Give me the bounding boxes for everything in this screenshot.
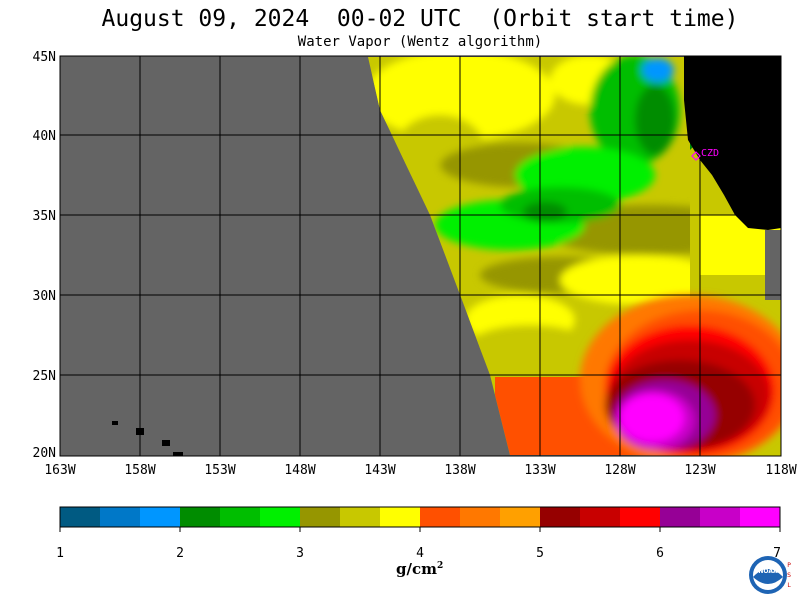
lat-label: 35N	[33, 209, 56, 224]
lat-label: 25N	[33, 369, 56, 384]
southeast-moisture	[580, 57, 781, 456]
colorbar-tick-label: 3	[296, 546, 304, 561]
colorbar-segment	[580, 507, 621, 527]
colorbar-tick-label: 6	[656, 546, 664, 561]
colorbar-tick-labels: 1 2 3 4 5 6 7	[56, 527, 781, 561]
svg-text:S: S	[787, 572, 791, 579]
colorbar-segment	[460, 507, 501, 527]
lon-label: 148W	[284, 463, 315, 478]
colorbar	[59, 506, 781, 528]
map-title: August 09, 2024 00-02 UTC (Orbit start t…	[101, 6, 739, 32]
colorbar-tick-label: 4	[416, 546, 424, 561]
svg-text:L: L	[787, 582, 791, 589]
lon-label: 158W	[124, 463, 155, 478]
colorbar-segment	[380, 507, 421, 527]
colorbar-segment	[260, 507, 301, 527]
lat-label: 45N	[33, 50, 56, 65]
lon-label: 138W	[444, 463, 475, 478]
colorbar-segment	[540, 507, 581, 527]
colorbar-tick-label: 7	[773, 546, 781, 561]
lon-label: 153W	[204, 463, 235, 478]
lon-label: 128W	[604, 463, 635, 478]
colorbar-tick-label: 2	[176, 546, 184, 561]
colorbar-segment	[140, 507, 181, 527]
colorbar-segment	[60, 507, 101, 527]
map-frame	[59, 55, 782, 457]
lon-label: 163W	[44, 463, 75, 478]
longitude-labels: 163W 158W 153W 148W 143W 138W 133W 128W 123W 118W	[44, 463, 796, 478]
lon-label: 143W	[364, 463, 395, 478]
colorbar-segment	[220, 507, 261, 527]
graticule	[60, 56, 781, 456]
station-label: CZD	[701, 148, 719, 159]
lon-label: 133W	[524, 463, 555, 478]
colorbar-segment	[620, 507, 661, 527]
lon-label: 118W	[765, 463, 796, 478]
svg-text:NOAA: NOAA	[758, 568, 778, 575]
map-subtitle: Water Vapor (Wentz algorithm)	[297, 34, 543, 50]
lat-label: 40N	[33, 129, 56, 144]
units-label: g/cm2	[396, 560, 444, 578]
latitude-labels: 45N 40N 35N 30N 25N 20N	[33, 50, 56, 461]
colorbar-segment	[500, 507, 541, 527]
station-marker: CZD	[691, 148, 719, 161]
colorbar-segment	[740, 507, 781, 527]
colorbar-segment	[420, 507, 461, 527]
colorbar-segment	[340, 507, 381, 527]
lat-label: 30N	[33, 289, 56, 304]
colorbar-tick-label: 1	[56, 546, 64, 561]
noaa-logo: NOAA P S L	[749, 556, 791, 594]
lon-label: 123W	[684, 463, 715, 478]
north-america-land	[684, 56, 781, 230]
colorbar-segment	[700, 507, 741, 527]
colorbar-segment	[180, 507, 221, 527]
colorbar-segment	[300, 507, 341, 527]
lat-label: 20N	[33, 446, 56, 461]
colorbar-segment	[660, 507, 701, 527]
colorbar-segment	[100, 507, 141, 527]
colorbar-tick-label: 5	[536, 546, 544, 561]
svg-text:P: P	[787, 562, 791, 569]
